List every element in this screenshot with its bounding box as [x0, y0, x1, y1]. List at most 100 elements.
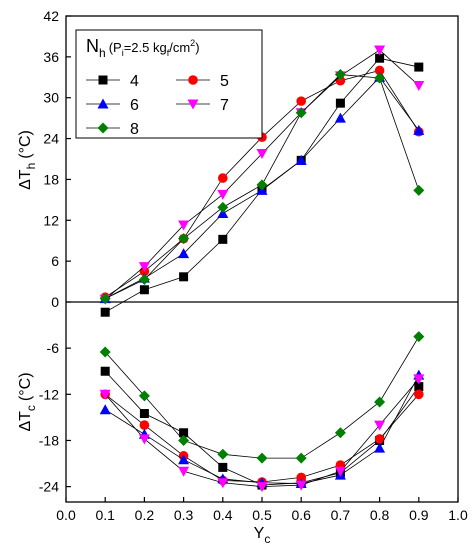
top-data-point — [374, 72, 386, 84]
bottom-data-point — [414, 382, 424, 392]
x-tick-label: 0.2 — [135, 507, 155, 523]
x-tick-label: 0.0 — [56, 507, 76, 523]
bottom-series-line — [104, 374, 420, 484]
legend: Nh (Pi=2.5 kgf/cm2) 4 5 6 7 8 — [75, 29, 263, 139]
series-layer — [99, 45, 425, 493]
top-data-point — [414, 62, 424, 72]
bottom-data-point — [374, 420, 386, 431]
bottom-data-point — [138, 434, 150, 445]
top-data-point — [374, 65, 385, 76]
top-y-tick-label: 6 — [51, 253, 59, 269]
bottom-data-point — [334, 466, 346, 477]
top-data-point — [138, 274, 150, 286]
x-tick-label: 0.8 — [370, 507, 390, 523]
bottom-data-point — [138, 390, 150, 402]
bottom-data-point — [178, 434, 190, 446]
bottom-data-point — [256, 452, 268, 464]
bottom-data-point — [295, 480, 307, 491]
bottom-panel-y-axis: -6 -12 -18 -24 — [39, 340, 71, 495]
bottom-data-point — [374, 442, 386, 453]
bottom-series-6 — [99, 369, 425, 489]
bottom-data-point — [99, 346, 111, 358]
x-tick-label: 0.3 — [174, 507, 194, 523]
x-axis: 0.0 0.1 0.2 0.3 0.4 0.5 0.6 0.7 0.8 0.9 1.0 — [56, 497, 468, 523]
top-data-point — [139, 285, 149, 295]
bottom-series-line — [104, 378, 420, 488]
top-data-point — [256, 179, 268, 191]
legend-label: 8 — [130, 121, 139, 138]
top-data-point — [178, 233, 190, 245]
top-data-point — [217, 189, 229, 200]
top-data-point — [413, 184, 425, 196]
top-data-point — [178, 220, 190, 231]
bottom-data-point — [139, 409, 149, 419]
bottom-data-point — [218, 462, 228, 472]
bottom-series-8 — [99, 331, 425, 464]
legend-marker — [187, 99, 199, 110]
bottom-series-line — [104, 393, 420, 483]
top-data-point — [179, 272, 189, 282]
top-data-point — [334, 69, 346, 81]
legend-label: 5 — [220, 73, 229, 90]
legend-label: 7 — [220, 97, 229, 114]
x-tick-label: 0.9 — [409, 507, 429, 523]
top-data-point — [178, 248, 190, 259]
top-data-point — [217, 201, 229, 213]
bottom-series-line — [104, 370, 420, 486]
bottom-data-point — [413, 374, 425, 385]
top-series-8 — [99, 69, 425, 305]
legend-marker — [97, 98, 109, 109]
x-tick-label: 1.0 — [448, 507, 468, 523]
top-data-point — [295, 107, 307, 119]
legend-entries: 4 5 6 7 8 — [86, 73, 229, 138]
legend-entry: 5 — [176, 73, 229, 90]
bottom-series-7 — [99, 374, 425, 493]
top-data-point — [100, 307, 110, 317]
top-data-point — [218, 234, 228, 244]
top-y-tick-label: 42 — [43, 8, 59, 24]
top-y-tick-label: 12 — [43, 212, 59, 228]
x-tick-label: 0.4 — [213, 507, 233, 523]
bottom-y-tick-label: -6 — [47, 340, 60, 356]
top-y-tick-label: 30 — [43, 90, 59, 106]
bottom-data-point — [295, 452, 307, 464]
bottom-data-point — [99, 404, 111, 415]
top-data-point — [413, 124, 425, 135]
top-y-axis-title: ΔTh(°C) — [17, 130, 38, 190]
top-panel-y-axis: 0 6 12 18 24 30 36 42 — [43, 8, 71, 310]
top-y-tick-label: 36 — [43, 49, 59, 65]
top-data-point — [218, 173, 228, 183]
bottom-data-point — [217, 448, 229, 460]
bottom-data-point — [217, 478, 229, 489]
top-data-point — [334, 112, 346, 123]
top-y-tick-label: 0 — [51, 294, 59, 310]
top-data-point — [335, 98, 345, 108]
bottom-data-point — [296, 472, 307, 483]
top-data-point — [138, 262, 150, 273]
top-data-point — [413, 80, 425, 91]
bottom-data-point — [179, 428, 189, 438]
top-data-point — [99, 293, 111, 305]
bottom-y-tick-label: -18 — [39, 432, 59, 448]
top-data-point — [375, 53, 385, 63]
top-y-tick-label: 24 — [43, 131, 59, 147]
top-y-tick-label: 18 — [43, 171, 59, 187]
legend-entry: 6 — [86, 97, 139, 114]
top-data-point — [217, 207, 229, 218]
legend-marker — [188, 75, 198, 85]
top-data-point — [296, 96, 307, 106]
x-tick-label: 0.1 — [95, 507, 115, 523]
bottom-data-point — [374, 434, 385, 444]
bottom-data-point — [256, 482, 268, 493]
bottom-data-point — [178, 454, 190, 465]
bottom-data-point — [139, 420, 150, 430]
legend-label: 4 — [130, 73, 139, 90]
x-axis-title: Yc — [254, 525, 271, 546]
bottom-data-point — [374, 396, 386, 408]
bottom-y-axis-title: ΔTc(°C) — [17, 372, 38, 431]
bottom-data-point — [178, 466, 190, 477]
legend-entry: 8 — [86, 121, 139, 138]
bottom-y-tick-label: -12 — [39, 386, 59, 402]
legend-marker — [97, 122, 109, 134]
